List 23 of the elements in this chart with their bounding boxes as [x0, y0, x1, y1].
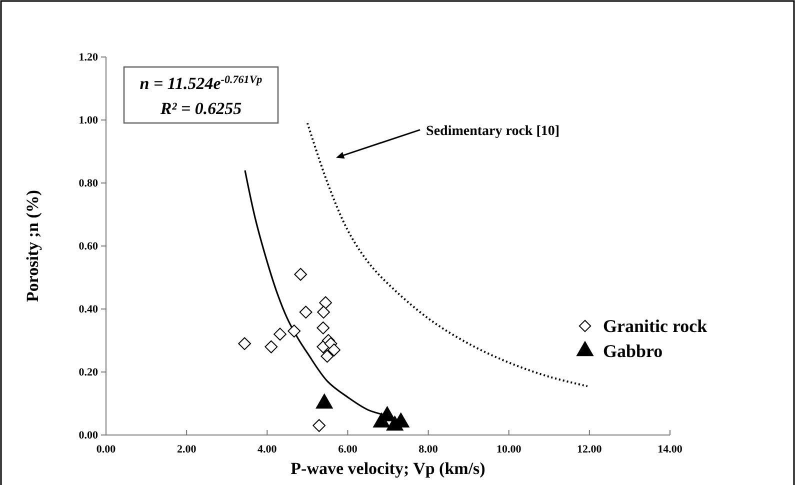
x-tick-label: 8.00 — [418, 443, 438, 456]
x-tick-label: 10.00 — [496, 443, 522, 456]
legend-label: Gabbro — [603, 341, 663, 361]
annotation: R² = 0.6255 — [159, 99, 242, 118]
y-tick-label: 1.20 — [78, 52, 98, 64]
annotation: n = 11.524e$^{-0.761Vp}$ — [140, 74, 263, 93]
x-axis-title: P-wave velocity; Vp (km/s) — [290, 459, 486, 478]
line-series — [306, 122, 588, 388]
x-tick-label: 4.00 — [258, 443, 278, 456]
y-tick-label: 0.60 — [78, 240, 98, 253]
y-tick-label: 0.20 — [78, 366, 98, 379]
annotation: Sedimentary rock [10] — [426, 124, 560, 139]
y-tick-label: 0.40 — [78, 304, 98, 316]
y-tick-label: 0.00 — [78, 430, 98, 442]
x-tick-label: 0.00 — [96, 443, 116, 456]
x-tick-label: 12.00 — [577, 443, 602, 456]
x-tick-label: 14.00 — [658, 443, 683, 456]
legend-label: Granitic rock — [603, 316, 708, 336]
y-axis-title: Porosity ;n (%) — [23, 190, 42, 302]
y-tick-label: 1.00 — [78, 114, 98, 127]
y-tick-label: 0.80 — [78, 178, 98, 190]
x-tick-label: 6.00 — [338, 443, 358, 456]
x-tick-label: 2.00 — [176, 443, 197, 456]
